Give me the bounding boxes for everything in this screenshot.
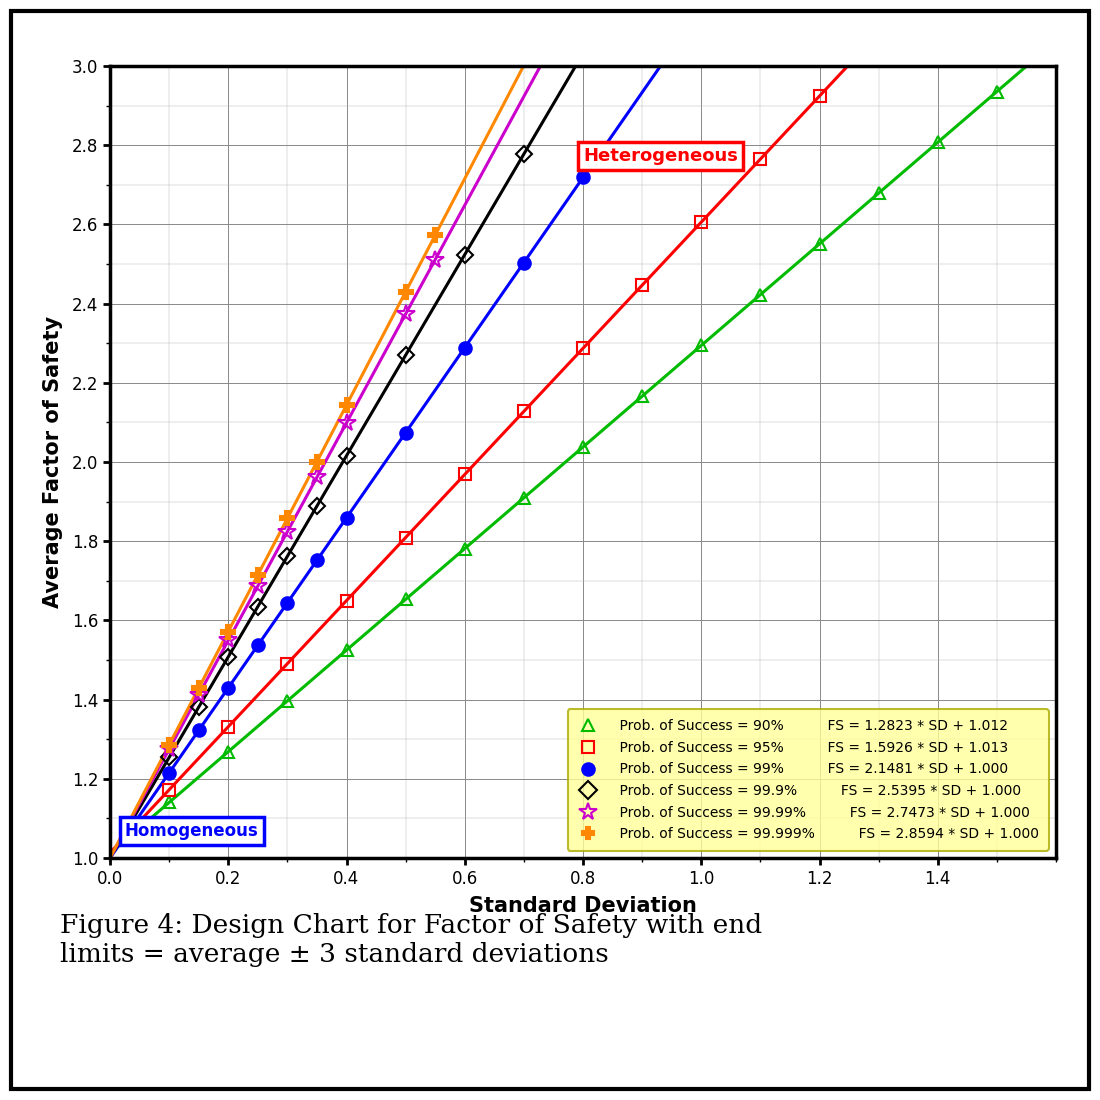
Text: Homogeneous: Homogeneous: [124, 822, 258, 840]
Y-axis label: Average Factor of Safety: Average Factor of Safety: [43, 316, 64, 608]
Text: Heterogeneous: Heterogeneous: [583, 147, 738, 165]
X-axis label: Standard Deviation: Standard Deviation: [469, 896, 697, 916]
Legend:     Prob. of Success = 90%          FS = 1.2823 * SD + 1.012,     Prob. of Succe: Prob. of Success = 90% FS = 1.2823 * SD …: [568, 710, 1049, 851]
Text: Figure 4: Design Chart for Factor of Safety with end
limits = average ± 3 standa: Figure 4: Design Chart for Factor of Saf…: [60, 913, 762, 967]
